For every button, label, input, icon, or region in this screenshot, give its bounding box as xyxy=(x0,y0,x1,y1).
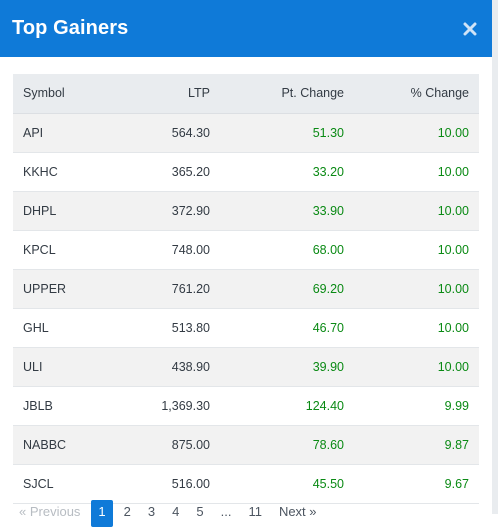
pagination-page-2[interactable]: 2 xyxy=(123,504,131,519)
cell-pct-change: 9.67 xyxy=(354,464,479,504)
cell-symbol: NABBC xyxy=(13,425,123,465)
table-row[interactable]: JBLB 1,369.30 124.40 9.99 xyxy=(13,386,479,426)
close-button[interactable] xyxy=(460,19,480,39)
cell-symbol: JBLB xyxy=(13,386,123,426)
cell-ltp: 516.00 xyxy=(123,464,220,504)
table-row[interactable]: KPCL 748.00 68.00 10.00 xyxy=(13,230,479,270)
cell-ltp: 564.30 xyxy=(123,113,220,153)
pagination-next[interactable]: Next » xyxy=(278,504,317,519)
column-header-ltp[interactable]: LTP xyxy=(123,74,220,114)
table-header-row: Symbol LTP Pt. Change % Change xyxy=(13,74,479,114)
pagination: « Previous 1 2 3 4 5 ... 11 Next » xyxy=(13,500,328,527)
cell-symbol: ULI xyxy=(13,347,123,387)
cell-pct-change: 10.00 xyxy=(354,269,479,309)
cell-pct-change: 10.00 xyxy=(354,230,479,270)
pagination-ellipsis: ... xyxy=(220,504,232,519)
column-header-pct-change[interactable]: % Change xyxy=(354,74,479,114)
close-icon[interactable] xyxy=(463,22,477,36)
cell-ltp: 748.00 xyxy=(123,230,220,270)
table-row[interactable]: DHPL 372.90 33.90 10.00 xyxy=(13,191,479,231)
table-row[interactable]: NABBC 875.00 78.60 9.87 xyxy=(13,425,479,465)
cell-pt-change: 39.90 xyxy=(220,347,354,387)
cell-pct-change: 9.87 xyxy=(354,425,479,465)
cell-pct-change: 10.00 xyxy=(354,191,479,231)
cell-pct-change: 10.00 xyxy=(354,308,479,348)
table-row[interactable]: GHL 513.80 46.70 10.00 xyxy=(13,308,479,348)
cell-pt-change: 68.00 xyxy=(220,230,354,270)
column-header-pt-change[interactable]: Pt. Change xyxy=(220,74,354,114)
pagination-page-11[interactable]: 11 xyxy=(248,504,262,519)
cell-symbol: KKHC xyxy=(13,152,123,192)
cell-symbol: KPCL xyxy=(13,230,123,270)
cell-pt-change: 45.50 xyxy=(220,464,354,504)
cell-pct-change: 10.00 xyxy=(354,113,479,153)
pagination-page-5[interactable]: 5 xyxy=(196,504,204,519)
cell-pt-change: 51.30 xyxy=(220,113,354,153)
cell-symbol: GHL xyxy=(13,308,123,348)
cell-ltp: 438.90 xyxy=(123,347,220,387)
cell-ltp: 513.80 xyxy=(123,308,220,348)
table-row[interactable]: SJCL 516.00 45.50 9.67 xyxy=(13,464,479,504)
cell-pct-change: 10.00 xyxy=(354,347,479,387)
cell-symbol: UPPER xyxy=(13,269,123,309)
cell-pt-change: 33.90 xyxy=(220,191,354,231)
cell-ltp: 761.20 xyxy=(123,269,220,309)
pagination-page-3[interactable]: 3 xyxy=(147,504,156,519)
cell-pt-change: 33.20 xyxy=(220,152,354,192)
table-row[interactable]: API 564.30 51.30 10.00 xyxy=(13,113,479,153)
cell-symbol: SJCL xyxy=(13,464,123,504)
cell-ltp: 1,369.30 xyxy=(123,386,220,426)
cell-pct-change: 10.00 xyxy=(354,152,479,192)
cell-pt-change: 69.20 xyxy=(220,269,354,309)
cell-pt-change: 46.70 xyxy=(220,308,354,348)
cell-ltp: 365.20 xyxy=(123,152,220,192)
modal-header: Top Gainers xyxy=(0,0,492,57)
pagination-previous[interactable]: « Previous xyxy=(19,504,81,519)
gainers-table: Symbol LTP Pt. Change % Change API 564.30… xyxy=(13,74,479,504)
cell-ltp: 372.90 xyxy=(123,191,220,231)
table-row[interactable]: UPPER 761.20 69.20 10.00 xyxy=(13,269,479,309)
table-row[interactable]: ULI 438.90 39.90 10.00 xyxy=(13,347,479,387)
gainers-table-container: Symbol LTP Pt. Change % Change API 564.30… xyxy=(13,74,479,504)
pagination-page-4[interactable]: 4 xyxy=(172,504,180,519)
cell-symbol: DHPL xyxy=(13,191,123,231)
modal-title: Top Gainers xyxy=(12,17,129,39)
cell-pt-change: 124.40 xyxy=(220,386,354,426)
column-header-symbol[interactable]: Symbol xyxy=(13,74,123,114)
scrollbar-track[interactable] xyxy=(492,0,498,514)
table-row[interactable]: KKHC 365.20 33.20 10.00 xyxy=(13,152,479,192)
cell-ltp: 875.00 xyxy=(123,425,220,465)
cell-pct-change: 9.99 xyxy=(354,386,479,426)
cell-symbol: API xyxy=(13,113,123,153)
cell-pt-change: 78.60 xyxy=(220,425,354,465)
